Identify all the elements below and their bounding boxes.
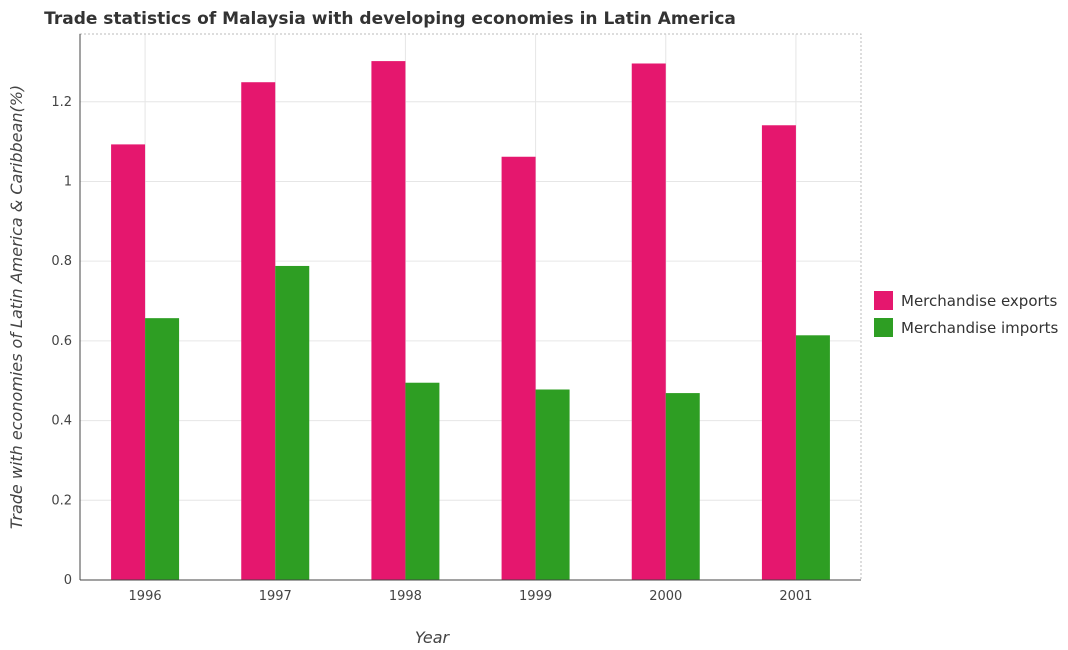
x-tick-label: 2001 [779,589,812,604]
y-tick-label: 1.2 [51,95,72,110]
legend-swatch [874,291,893,310]
chart-title: Trade statistics of Malaysia with develo… [44,9,736,29]
bars [111,61,830,581]
bar-exports-1999 [501,156,536,580]
grid [80,34,861,581]
y-tick-label: 0.8 [51,254,72,269]
bar-imports-1996 [145,318,180,580]
y-tick-label: 1 [64,174,72,189]
bar-exports-1998 [371,61,406,581]
bar-exports-2000 [631,63,666,581]
x-tick-label: 2000 [649,589,682,604]
y-axis-label: Trade with economies of Latin America & … [7,85,26,529]
bar-imports-2000 [665,393,700,580]
axes [79,33,862,581]
y-tick-label: 0.4 [51,414,72,429]
x-axis-label: Year [415,628,451,647]
bar-exports-1997 [241,82,276,580]
bar-exports-1996 [111,144,146,580]
x-tick-label: 1998 [389,589,422,604]
bar-exports-2001 [761,125,796,581]
x-tick-label: 1997 [259,589,292,604]
bar-imports-1999 [535,389,570,580]
x-tick-label: 1999 [519,589,552,604]
legend-swatch [874,318,893,337]
x-tick-label: 1996 [129,589,162,604]
y-tick-label: 0 [64,573,72,588]
bar-imports-1997 [275,265,310,580]
legend-label: Merchandise exports [901,292,1058,310]
y-tick-label: 0.2 [51,493,72,508]
tick-labels: 0 0.2 0.4 0.6 0.8 1 1.2 1996 1997 1998 1999 2000 200… [51,95,812,604]
y-tick-label: 0.6 [51,334,72,349]
legend: Merchandise exports Merchandise imports [874,291,1058,337]
bar-imports-2001 [795,335,830,580]
plot-border [79,33,862,581]
bar-imports-1998 [405,382,440,580]
legend-label: Merchandise imports [901,319,1058,337]
